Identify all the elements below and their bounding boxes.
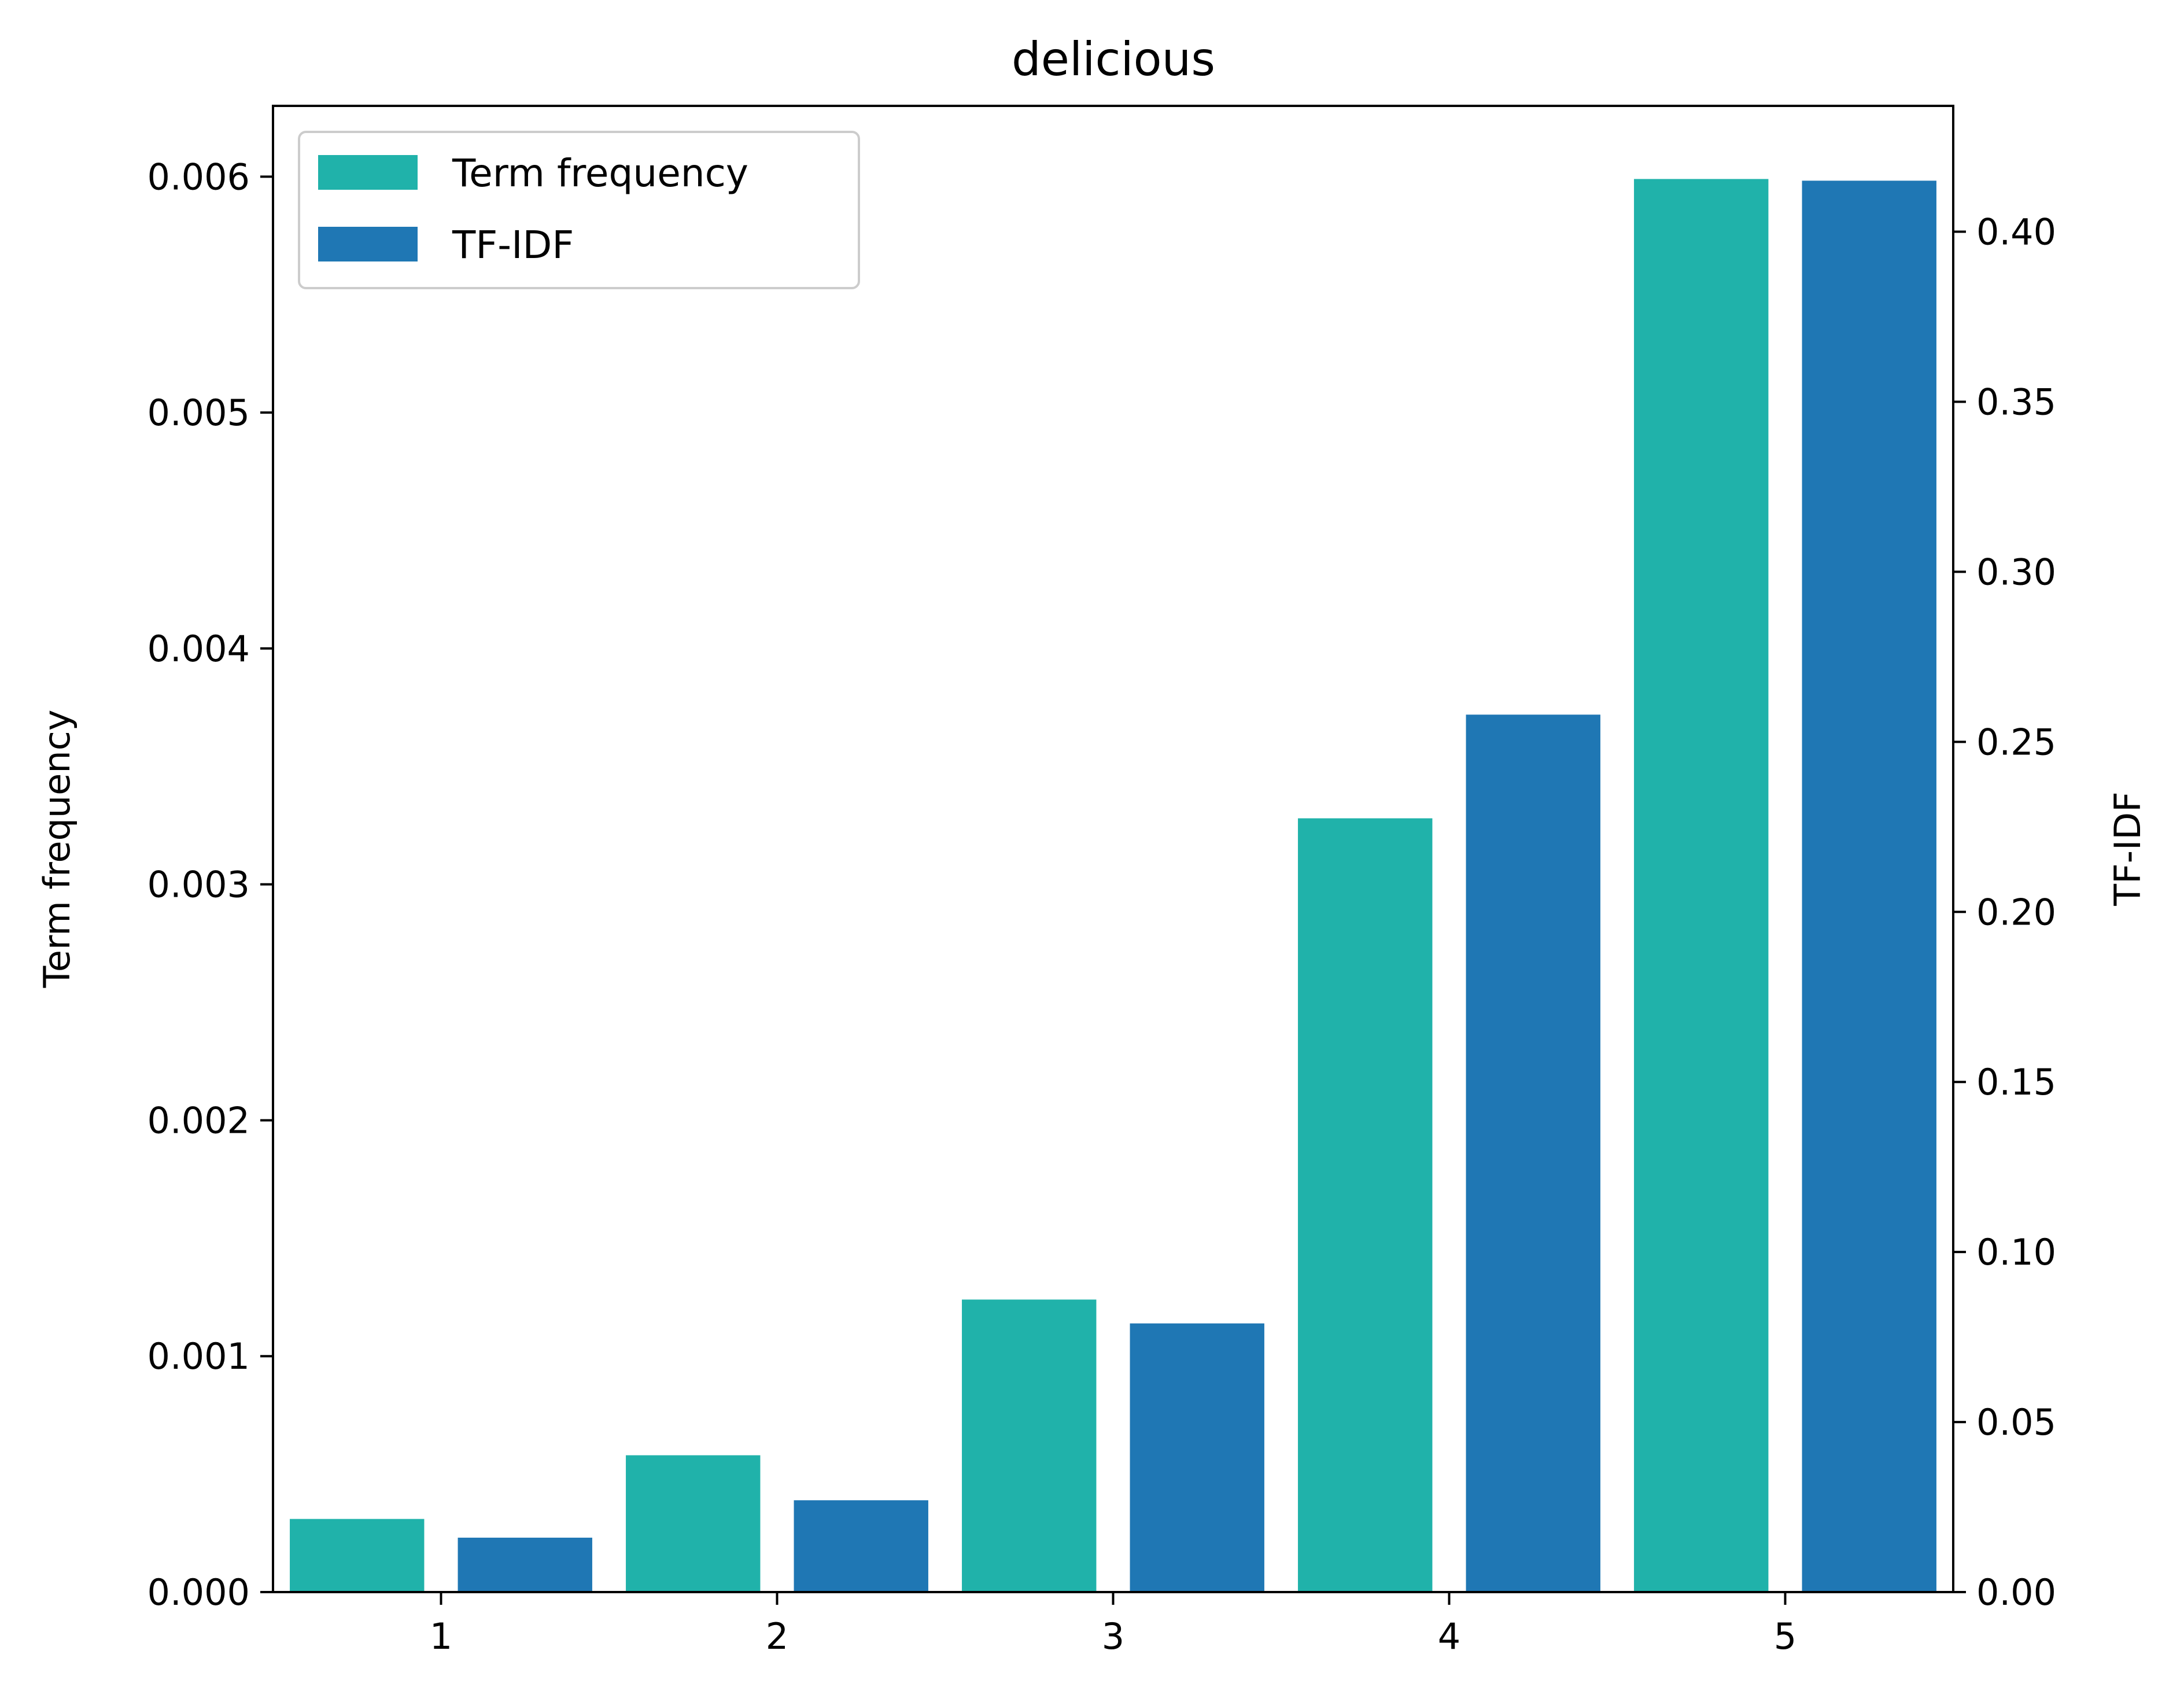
bar-tf-idf-3 bbox=[1130, 1323, 1264, 1592]
x-tick-label: 1 bbox=[430, 1615, 452, 1657]
legend-label-tf-idf: TF-IDF bbox=[452, 223, 574, 267]
y2-tick-label: 0.20 bbox=[1976, 891, 2056, 933]
legend-swatch-term-frequency bbox=[318, 155, 418, 190]
y-tick-label: 0.003 bbox=[147, 864, 250, 906]
x-tick-label: 4 bbox=[1438, 1615, 1460, 1657]
x-tick-label: 5 bbox=[1774, 1615, 1796, 1657]
legend: Term frequency TF-IDF bbox=[298, 131, 860, 289]
bar-term-frequency-4 bbox=[1298, 818, 1433, 1592]
legend-box bbox=[298, 131, 860, 289]
legend-label-term-frequency: Term frequency bbox=[452, 151, 748, 196]
bar-tf-idf-1 bbox=[458, 1537, 592, 1592]
bar-tf-idf-4 bbox=[1466, 714, 1600, 1592]
bar-term-frequency-2 bbox=[626, 1455, 761, 1592]
x-tick-label: 2 bbox=[766, 1615, 788, 1657]
y2-axis-label: TF-IDF bbox=[2106, 791, 2149, 907]
y2-tick-label: 0.30 bbox=[1976, 551, 2056, 593]
bar-tf-idf-5 bbox=[1802, 180, 1936, 1593]
legend-swatch-tf-idf bbox=[318, 227, 418, 261]
x-tick-label: 3 bbox=[1102, 1615, 1124, 1657]
y-tick-label: 0.002 bbox=[147, 1099, 250, 1141]
bar-term-frequency-1 bbox=[290, 1519, 425, 1592]
y-tick-label: 0.005 bbox=[147, 392, 250, 434]
y2-tick-label: 0.40 bbox=[1976, 211, 2056, 253]
chart-title: delicious bbox=[1012, 32, 1215, 86]
y2-tick-label: 0.15 bbox=[1976, 1061, 2056, 1103]
y-tick-label: 0.001 bbox=[147, 1335, 250, 1377]
bar-term-frequency-5 bbox=[1634, 179, 1769, 1592]
bar-term-frequency-3 bbox=[962, 1299, 1097, 1592]
y-tick-label: 0.006 bbox=[147, 156, 250, 198]
y-tick-label: 0.004 bbox=[147, 628, 250, 670]
y2-tick-label: 0.35 bbox=[1976, 381, 2056, 423]
y2-tick-label: 0.10 bbox=[1976, 1231, 2056, 1273]
y2-tick-label: 0.25 bbox=[1976, 721, 2056, 763]
y-axis-label: Term frequency bbox=[36, 710, 78, 989]
y2-tick-label: 0.00 bbox=[1976, 1571, 2056, 1613]
y-tick-label: 0.000 bbox=[147, 1571, 250, 1613]
bar-tf-idf-2 bbox=[794, 1500, 928, 1592]
y2-tick-label: 0.05 bbox=[1976, 1401, 2056, 1443]
